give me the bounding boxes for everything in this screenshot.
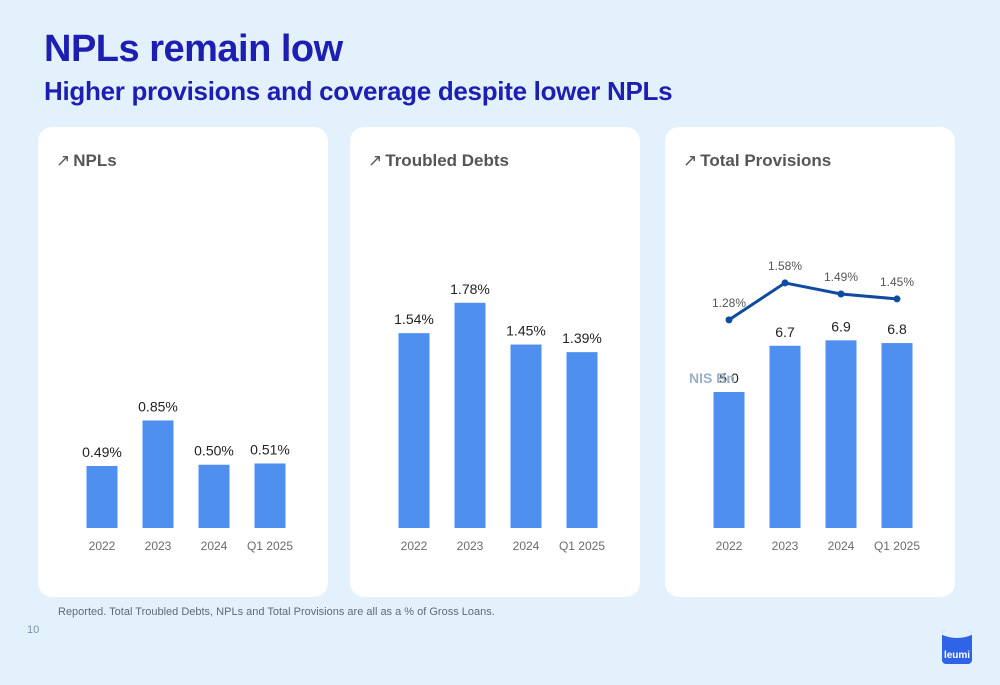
bar-value-label: 0.49%: [82, 444, 122, 460]
total-provisions-card-title: ↗ Total Provisions: [683, 151, 831, 171]
footnote: Reported. Total Troubled Debts, NPLs and…: [58, 606, 495, 618]
bar-value-label: 0.85%: [138, 398, 178, 414]
line-point: [837, 290, 845, 298]
troubled-debts-title-text: Troubled Debts: [385, 151, 509, 170]
trend-arrow-icon: ↗: [56, 151, 71, 170]
x-tick-label: 2023: [772, 539, 799, 553]
trend-arrow-icon: ↗: [368, 151, 383, 170]
bar-value-label: 6.8: [887, 321, 907, 337]
logo-wave-shape: [942, 630, 972, 638]
x-tick-label: Q1 2025: [247, 539, 293, 553]
x-tick-label: Q1 2025: [559, 539, 605, 553]
line-value-label: 1.28%: [712, 296, 746, 310]
bar: [510, 344, 542, 528]
bar-value-label: 0.50%: [194, 443, 234, 459]
line-value-label: 1.45%: [880, 275, 914, 289]
bar: [254, 463, 286, 528]
x-tick-label: 2024: [201, 539, 228, 553]
npls-title-text: NPLs: [73, 151, 117, 170]
troubled-debts-card: ↗ Troubled Debts 1.54% 2022 1.78% 2023 1.45% 2…: [350, 127, 640, 597]
bar-value-label: 6.9: [831, 318, 851, 334]
bar: [454, 302, 486, 528]
bar: [86, 466, 118, 528]
line-point: [781, 279, 789, 287]
npls-card-title: ↗ NPLs: [56, 151, 117, 171]
line-value-label: 1.58%: [768, 259, 802, 273]
line-point: [725, 316, 733, 324]
bar-value-label: 1.39%: [562, 330, 602, 346]
bar-value-label: 5.0: [719, 370, 739, 386]
page-number: 10: [27, 624, 40, 636]
total-provisions-card: ↗ Total Provisions 5.0 2022 6.7 2023 6.9 2024 6…: [665, 127, 955, 597]
total-provisions-chart: 5.0 2022 6.7 2023 6.9 2024 6.8 Q1 2025 NIS Bn 1.2…: [689, 259, 920, 553]
bar: [142, 420, 174, 528]
bar-value-label: 1.54%: [394, 311, 434, 327]
bar: [881, 343, 913, 528]
x-tick-label: Q1 2025: [874, 539, 920, 553]
bar: [825, 340, 857, 528]
x-tick-label: 2024: [513, 539, 540, 553]
x-tick-label: 2022: [716, 539, 743, 553]
x-tick-label: 2023: [145, 539, 172, 553]
x-tick-label: 2022: [89, 539, 116, 553]
bar: [398, 333, 430, 528]
x-tick-label: 2024: [828, 539, 855, 553]
bar: [713, 392, 745, 528]
npls-chart: 0.49% 2022 0.85% 2023 0.50% 2024 0.51% Q1 2025: [82, 398, 293, 553]
leumi-logo: leumi: [942, 630, 972, 664]
x-tick-label: 2022: [401, 539, 428, 553]
line-series: [728, 281, 898, 322]
npls-card: ↗ NPLs 0.49% 2022 0.85% 2023 0.50% 2024 0.51% Q1…: [38, 127, 328, 597]
page-subtitle: Higher provisions and coverage despite l…: [44, 76, 673, 106]
line-value-label: 1.49%: [824, 270, 858, 284]
troubled-debts-chart: 1.54% 2022 1.78% 2023 1.45% 2024 1.39% Q1 2025: [394, 281, 605, 553]
logo-text: leumi: [943, 650, 971, 661]
unit-label: NIS Bn: [689, 370, 735, 386]
bar: [198, 464, 230, 528]
x-tick-label: 2023: [457, 539, 484, 553]
bar-value-label: 6.7: [775, 324, 795, 340]
troubled-debts-card-title: ↗ Troubled Debts: [368, 151, 509, 171]
line-point: [893, 295, 901, 303]
bar-value-label: 1.45%: [506, 323, 546, 339]
trend-arrow-icon: ↗: [683, 151, 698, 170]
total-provisions-title-text: Total Provisions: [700, 151, 832, 170]
page-title: NPLs remain low: [44, 28, 343, 70]
bar-value-label: 1.78%: [450, 281, 490, 297]
bar: [769, 345, 801, 528]
bar: [566, 352, 598, 528]
bar-value-label: 0.51%: [250, 441, 290, 457]
